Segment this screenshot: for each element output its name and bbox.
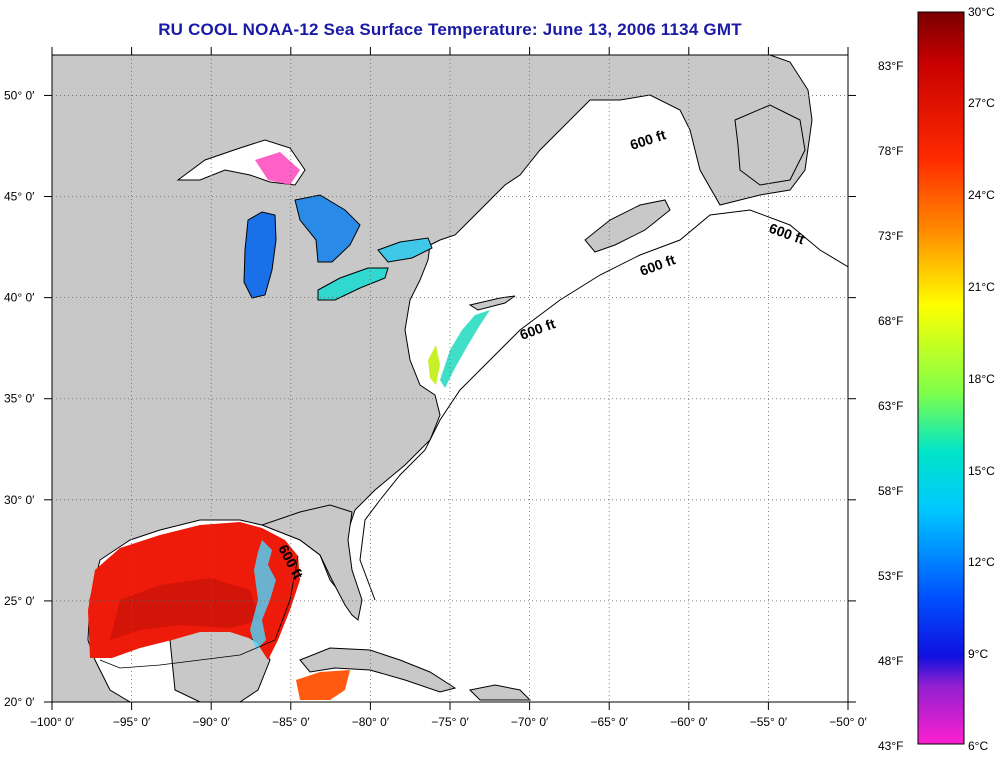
gulf-sst-cool-patches	[250, 540, 276, 650]
x-tick-label: −85° 0′	[272, 715, 310, 729]
x-tick-label: −80° 0′	[352, 715, 390, 729]
x-tick-label: −60° 0′	[670, 715, 708, 729]
cb-c-6: 6°C	[968, 739, 989, 753]
cb-f-43: 43°F	[878, 739, 904, 753]
cb-c-27: 27°C	[968, 96, 995, 110]
x-tick-label: −95° 0′	[113, 715, 151, 729]
cb-f-63: 63°F	[878, 399, 904, 413]
cb-f-83: 83°F	[878, 59, 904, 73]
cb-c-18: 18°C	[968, 372, 995, 386]
y-tick-label: 50° 0′	[4, 88, 35, 102]
hispaniola-land	[468, 684, 532, 701]
cb-f-73: 73°F	[878, 229, 904, 243]
chesapeake-sst-yellow	[428, 345, 440, 385]
long-island-land	[468, 295, 516, 311]
north-america-land	[52, 55, 813, 702]
cb-f-53: 53°F	[878, 569, 904, 583]
caribbean-sst	[296, 670, 350, 700]
x-tick-label: −50° 0′	[829, 715, 867, 729]
x-tick-label: −65° 0′	[590, 715, 628, 729]
x-tick-label: −100° 0′	[30, 715, 75, 729]
cb-f-48: 48°F	[878, 654, 904, 668]
cb-f-78: 78°F	[878, 144, 904, 158]
cb-c-15: 15°C	[968, 464, 995, 478]
x-tick-label: −90° 0′	[192, 715, 230, 729]
cb-f-68: 68°F	[878, 314, 904, 328]
y-tick-label: 30° 0′	[4, 493, 35, 507]
nova-scotia-land	[584, 199, 671, 253]
cb-f-58: 58°F	[878, 484, 904, 498]
chesapeake-sst	[440, 310, 490, 388]
cb-c-24: 24°C	[968, 188, 995, 202]
x-tick-label: −70° 0′	[511, 715, 549, 729]
y-tick-label: 40° 0′	[4, 291, 35, 305]
cb-c-21: 21°C	[968, 280, 995, 294]
florida-land	[260, 504, 363, 621]
y-tick-label: 20° 0′	[4, 695, 35, 709]
y-tick-label: 35° 0′	[4, 392, 35, 406]
x-tick-label: −55° 0′	[750, 715, 788, 729]
y-tick-label: 45° 0′	[4, 190, 35, 204]
map-title: RU COOL NOAA-12 Sea Surface Temperature:…	[158, 20, 742, 39]
lake-superior-sst	[255, 152, 300, 185]
gulf-sst-warm	[110, 578, 260, 640]
x-tick-label: −75° 0′	[431, 715, 469, 729]
y-tick-label: 25° 0′	[4, 594, 35, 608]
gulf-contour	[99, 555, 299, 669]
colorbar	[917, 11, 965, 745]
lake-michigan	[243, 211, 277, 299]
cb-c-12: 12°C	[968, 555, 995, 569]
cb-c-9: 9°C	[968, 647, 989, 661]
cuba-land	[299, 647, 457, 693]
lake-huron	[294, 194, 361, 263]
newfoundland-land	[734, 104, 806, 186]
cb-c-30: 30°C	[968, 5, 995, 19]
lake-ontario	[377, 237, 433, 263]
